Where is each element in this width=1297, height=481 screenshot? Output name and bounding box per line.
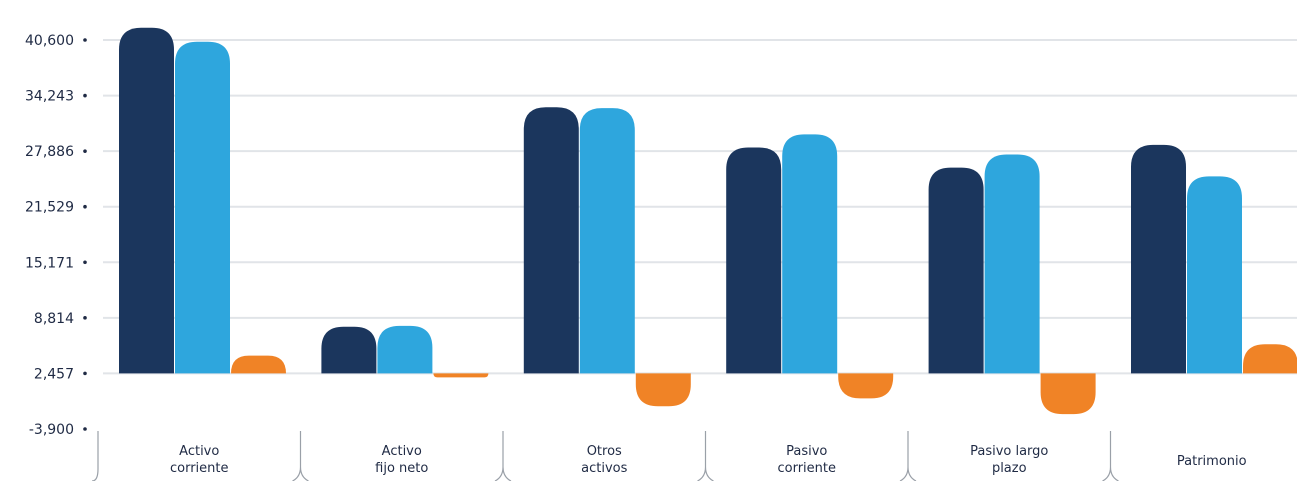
y-axis: -3,900 2,457 8,814 15,171 21,529 27,886 34,243…	[25, 33, 87, 438]
y-tick-dot	[83, 427, 87, 431]
bar	[838, 373, 894, 399]
y-tick-dot	[83, 38, 87, 42]
y-tick-dot	[83, 316, 87, 320]
bar	[119, 27, 174, 374]
x-tick-label-line: Activo	[382, 444, 422, 459]
bar	[782, 134, 838, 374]
x-tick-label-line: plazo	[992, 461, 1027, 476]
y-tick-label: 34,243	[25, 89, 74, 105]
y-tick-dot	[83, 149, 87, 153]
x-tick-label: Pasivo corriente	[777, 444, 836, 476]
gridlines	[103, 39, 1297, 375]
x-tick-label-line: activos	[581, 461, 627, 476]
bar	[579, 108, 635, 374]
y-tick-label: 27,886	[25, 144, 74, 160]
bar	[726, 147, 782, 374]
bar	[984, 154, 1040, 374]
y-tick-label: 21,529	[25, 200, 74, 216]
category-divider	[1102, 431, 1119, 481]
y-tick-label: 8,814	[34, 311, 74, 327]
x-tick-label-line: corriente	[777, 461, 836, 476]
bar	[635, 373, 691, 407]
category-divider	[697, 431, 714, 481]
y-tick-dot	[83, 204, 87, 209]
x-tick-label-line: Activo	[179, 444, 219, 459]
y-tick-label: 2,457	[34, 366, 74, 382]
x-tick-label-line: Pasivo	[786, 444, 827, 459]
bars	[119, 27, 1297, 415]
x-tick-label: Pasivo largo plazo	[970, 444, 1048, 476]
y-tick-label: -3,900	[29, 422, 74, 438]
bar	[1131, 144, 1186, 374]
x-tick-label-line: corriente	[170, 461, 229, 476]
bar	[231, 355, 286, 374]
bar	[1040, 373, 1096, 415]
category-divider	[91, 431, 99, 481]
bar	[1187, 176, 1242, 374]
x-tick-label: Patrimonio	[1177, 454, 1247, 469]
x-tick-label-line: fijo neto	[375, 461, 428, 476]
y-tick-dot	[83, 371, 87, 376]
x-tick-label: Activo fijo neto	[375, 444, 428, 476]
x-tick-label: Activo corriente	[170, 444, 229, 476]
bar	[1243, 344, 1297, 374]
bar	[433, 373, 489, 378]
bar	[175, 41, 230, 374]
bar	[928, 167, 984, 374]
bar	[523, 107, 579, 374]
category-divider	[494, 431, 512, 481]
category-divider	[899, 431, 917, 481]
x-tick-label-line: Pasivo largo	[970, 444, 1048, 459]
y-tick-dot	[83, 260, 87, 265]
category-divider	[292, 431, 309, 481]
bar	[321, 326, 377, 374]
y-tick-dot	[83, 93, 87, 98]
x-axis: Activo corriente Activo fijo neto Otros activ…	[91, 431, 1247, 481]
x-tick-label-line: Otros	[587, 444, 622, 459]
y-tick-label: 40,600	[25, 33, 74, 49]
x-tick-label: Otros activos	[581, 444, 627, 476]
bar	[377, 325, 433, 374]
y-tick-label: 15,171	[25, 255, 74, 271]
